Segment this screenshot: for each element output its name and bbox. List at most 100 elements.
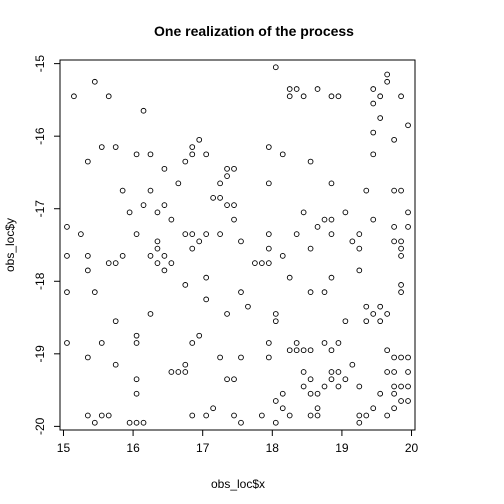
data-point: [64, 289, 70, 296]
x-axis-label: obs_loc$x: [211, 477, 265, 491]
data-point: [328, 231, 335, 237]
data-point: [384, 311, 391, 317]
data-point: [279, 405, 286, 412]
data-point: [377, 318, 384, 325]
data-point: [84, 253, 91, 259]
data-point: [189, 412, 196, 419]
data-point: [335, 340, 342, 346]
data-point: [182, 158, 189, 165]
data-point: [272, 64, 279, 71]
data-point: [286, 412, 293, 419]
data-point: [405, 369, 411, 375]
data-point: [356, 383, 363, 390]
data-point: [342, 376, 349, 383]
data-point: [182, 282, 189, 288]
data-point: [112, 318, 119, 325]
data-point: [64, 340, 70, 346]
data-point: [398, 354, 404, 361]
y-tick-label: -18: [33, 272, 47, 290]
data-point: [272, 318, 279, 325]
data-point: [328, 93, 335, 100]
data-point: [84, 412, 91, 419]
data-point: [265, 354, 272, 361]
data-point: [335, 383, 342, 390]
data-point: [189, 245, 196, 252]
data-point: [384, 78, 391, 85]
data-point: [307, 347, 314, 354]
data-point: [356, 412, 363, 419]
data-point: [398, 245, 404, 252]
data-point: [91, 78, 98, 85]
data-point: [217, 231, 223, 237]
data-point: [300, 369, 307, 375]
data-point: [279, 151, 286, 158]
data-point: [328, 347, 335, 354]
data-point: [147, 311, 154, 317]
data-point: [286, 86, 293, 92]
data-point: [112, 260, 119, 266]
data-point: [314, 86, 321, 92]
data-point: [84, 354, 91, 361]
data-point: [265, 144, 272, 150]
data-point: [133, 419, 140, 426]
data-point: [140, 419, 147, 426]
data-point: [119, 187, 126, 194]
data-point: [321, 289, 328, 296]
data-point: [314, 405, 321, 412]
data-point: [119, 253, 126, 259]
data-point: [161, 165, 168, 172]
data-point: [370, 86, 377, 92]
data-point: [377, 115, 384, 121]
data-point: [293, 347, 300, 354]
data-point: [224, 311, 230, 317]
data-point: [147, 187, 154, 194]
data-point: [196, 238, 203, 245]
data-point: [307, 390, 314, 397]
data-point: [64, 253, 70, 259]
x-tick-label: 16: [126, 441, 140, 455]
data-point: [405, 122, 411, 129]
y-tick-label: -20: [33, 417, 47, 435]
y-tick-label: -16: [33, 127, 47, 145]
data-point: [105, 260, 112, 266]
data-point: [168, 216, 175, 223]
data-point: [272, 311, 279, 317]
data-point: [398, 187, 404, 194]
data-point: [342, 318, 349, 325]
data-point: [210, 194, 216, 201]
data-point: [321, 216, 328, 223]
data-point: [140, 202, 147, 208]
data-point: [203, 296, 210, 303]
data-points: [64, 64, 411, 426]
data-point: [370, 151, 377, 158]
data-point: [398, 398, 404, 404]
data-point: [217, 180, 223, 187]
data-point: [252, 260, 258, 266]
data-point: [265, 340, 272, 346]
data-point: [133, 231, 140, 237]
data-point: [384, 71, 391, 78]
data-point: [314, 224, 321, 230]
data-point: [314, 412, 321, 419]
chart-title: One realization of the process: [154, 23, 354, 39]
data-point: [182, 361, 189, 368]
y-axis-label: obs_loc$y: [3, 218, 17, 272]
data-point: [203, 231, 210, 237]
data-point: [161, 253, 168, 259]
data-point: [328, 274, 335, 281]
data-point: [300, 347, 307, 354]
data-point: [300, 209, 307, 216]
data-point: [78, 231, 84, 237]
data-point: [224, 165, 230, 172]
data-point: [238, 238, 244, 245]
data-point: [196, 332, 203, 339]
data-point: [98, 144, 105, 150]
data-point: [300, 93, 307, 100]
data-point: [245, 303, 251, 310]
data-point: [384, 369, 391, 375]
x-tick-label: 17: [196, 441, 210, 455]
data-point: [189, 151, 196, 158]
data-point: [98, 412, 105, 419]
data-point: [405, 354, 411, 361]
